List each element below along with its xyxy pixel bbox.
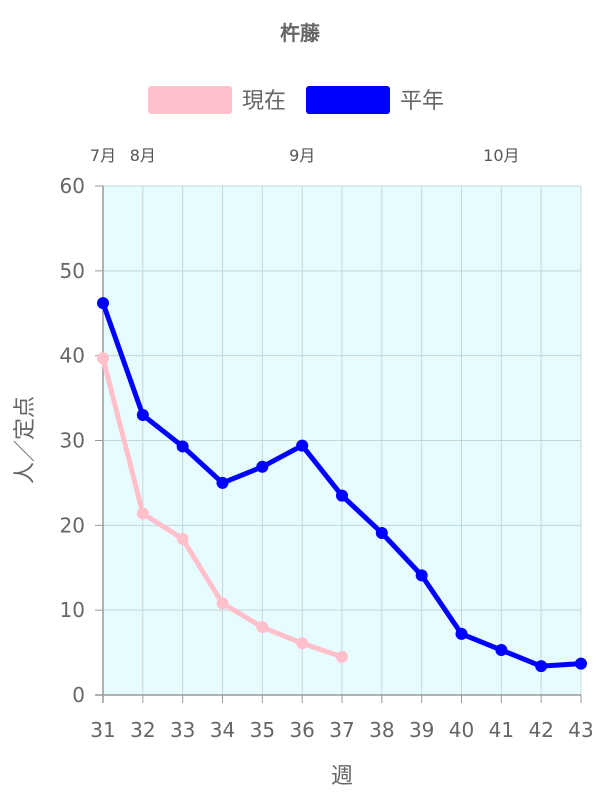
x-tick-label: 43 [568,718,593,742]
data-point [216,476,229,489]
y-tick-label: 30 [60,429,85,453]
axes [95,186,581,703]
x-tick-label: 32 [130,718,155,742]
y-tick-label: 0 [72,683,85,707]
data-point [495,644,508,657]
legend: 現在 平年 [148,86,444,114]
month-label: 9月 [289,146,315,165]
data-point [296,439,309,452]
y-tick-label: 10 [60,598,85,622]
y-axis-label: 人／定点 [13,396,38,484]
x-tick-label: 41 [489,718,514,742]
data-point [336,650,348,663]
y-axis-ticks: 0 10 20 30 40 50 60 [60,174,103,707]
data-point [97,297,109,310]
data-point [296,637,309,650]
legend-label: 平年 [400,89,444,114]
data-point [455,627,468,640]
month-label: 10月 [483,146,519,165]
data-point [176,532,189,545]
x-tick-label: 37 [329,718,354,742]
chart-title: 杵藤 [280,21,321,45]
x-tick-label: 33 [170,718,195,742]
x-tick-label: 40 [449,718,474,742]
data-point [136,409,149,422]
data-point [415,569,428,582]
data-point [336,489,348,502]
legend-label: 現在 [242,89,286,114]
x-tick-label: 34 [210,718,235,742]
legend-swatch [306,86,390,114]
data-point [176,440,189,453]
legend-item: 平年 [306,86,444,114]
month-label: 8月 [130,146,156,165]
month-label: 7月 [90,146,116,165]
y-tick-label: 60 [60,174,85,198]
x-tick-label: 38 [369,718,394,742]
y-tick-label: 20 [60,513,85,537]
data-point [216,597,229,610]
month-axis: 7月 8月 9月 10月 [90,146,520,165]
x-tick-label: 35 [250,718,275,742]
data-point [256,460,269,473]
x-tick-label: 42 [528,718,553,742]
x-axis-label: 週 [331,764,353,789]
series [97,297,587,673]
data-point [97,352,109,365]
data-point [256,621,269,634]
y-tick-label: 50 [60,259,85,283]
data-point [575,657,587,670]
data-point [375,526,388,539]
x-axis-ticks: 31 32 33 34 35 36 37 38 39 40 41 42 43 [90,695,594,742]
x-tick-label: 39 [409,718,434,742]
y-tick-label: 40 [60,344,85,368]
data-point [136,507,149,520]
x-tick-label: 31 [90,718,115,742]
legend-swatch [148,86,232,114]
legend-item: 現在 [148,86,286,114]
gridlines [102,185,582,696]
data-point [535,660,548,673]
x-tick-label: 36 [289,718,314,742]
